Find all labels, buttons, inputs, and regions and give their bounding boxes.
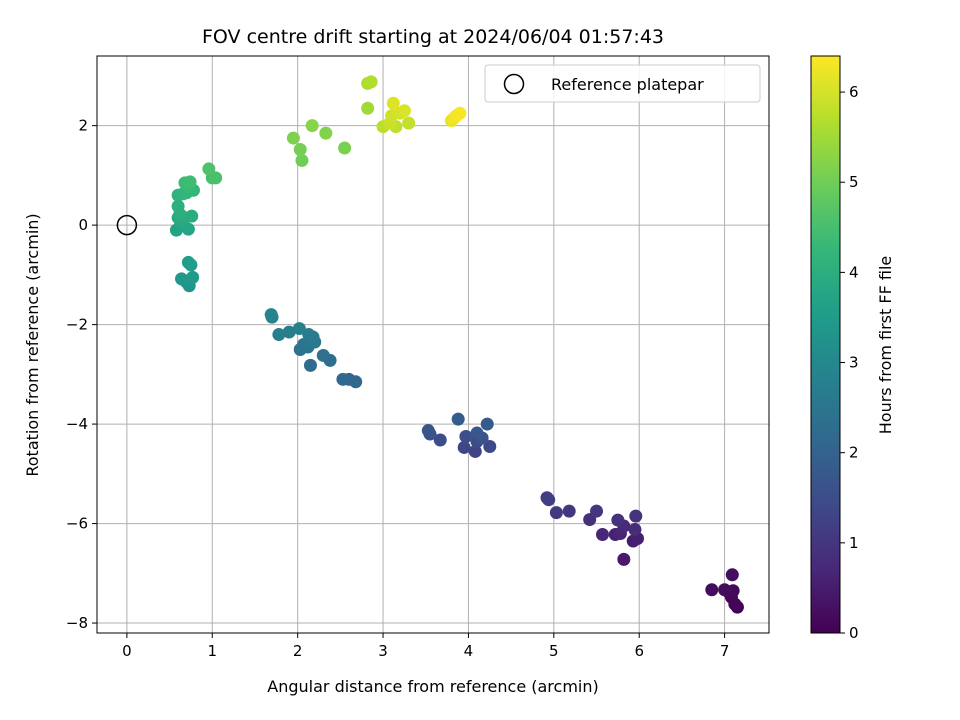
data-point [316,348,330,362]
data-points [169,75,744,614]
data-point [468,444,482,458]
data-point [549,506,563,520]
y-tick-label: 0 [78,216,88,234]
colorbar-tick-label: 0 [849,624,859,642]
data-point [282,325,296,339]
data-point [302,328,316,342]
data-point [183,175,197,189]
data-point [297,338,311,351]
data-point [718,583,732,597]
data-point [202,162,216,176]
data-point [725,568,739,582]
data-point [470,426,484,440]
data-point [286,131,300,145]
reference-platepar-marker [116,214,138,236]
x-tick-label: 6 [634,642,644,660]
colorbar-tick-label: 1 [849,534,859,552]
data-point [186,270,200,284]
data-point [295,153,309,167]
colorbar-tick-label: 3 [849,354,859,372]
data-point [386,96,400,110]
y-axis-label: Rotation from reference (arcmin) [23,213,42,476]
data-point [171,199,185,213]
legend-marker [503,73,525,95]
data-point [397,104,411,118]
data-point [185,209,199,223]
data-point [305,119,319,133]
data-point [562,504,576,518]
colorbar-frame [810,55,841,634]
colorbar-tick-label: 2 [849,444,859,462]
x-tick-label: 0 [122,642,132,660]
data-point [421,424,435,438]
data-point [181,255,195,269]
y-tick-label: −2 [66,316,88,334]
data-point [617,552,631,566]
data-point [349,375,363,389]
data-point [629,509,643,523]
data-point [272,328,286,342]
data-point [293,143,307,157]
colorbar-label: Hours from first FF file [876,256,895,435]
x-tick-label: 2 [293,642,303,660]
colorbar-gradient [811,56,840,633]
plot-frame [96,55,770,634]
x-tick-label: 5 [549,642,559,660]
y-axis-ticks: −8 −6 −4 −2 0 2 [66,117,97,632]
data-point [175,272,189,286]
data-point [209,171,223,185]
legend-label-reference: Reference platepar [551,75,704,94]
data-point [457,440,471,454]
data-point [402,116,416,130]
y-tick-label: 2 [78,117,88,135]
x-tick-label: 1 [207,642,217,660]
colorbar: 0 1 2 3 4 5 6 Hours from first FF file [810,55,895,642]
x-axis-ticks: 0 1 2 3 4 5 6 7 [122,633,729,660]
data-point [361,101,375,115]
colorbar-tick-label: 6 [849,83,859,101]
y-tick-label: −8 [66,614,88,632]
data-point [611,513,625,527]
data-point [292,322,306,336]
data-point [319,126,333,140]
data-point [264,308,278,322]
data-point [595,528,609,542]
x-axis-label: Angular distance from reference (arcmin) [267,677,598,696]
legend-box [484,64,761,103]
x-tick-label: 4 [464,642,474,660]
chart-title: FOV centre drift starting at 2024/06/04 … [202,26,664,48]
x-tick-label: 3 [378,642,388,660]
grid-lines [97,56,769,633]
data-point [336,372,350,386]
data-point [303,358,317,372]
data-point [451,412,465,426]
data-point [480,417,494,431]
colorbar-ticks: 0 1 2 3 4 5 6 [840,83,859,642]
y-tick-label: −4 [66,415,88,433]
data-point [453,106,467,120]
data-point [628,523,642,537]
data-point [364,75,378,89]
data-point [483,439,497,453]
legend: Reference platepar [484,64,761,103]
data-point [433,433,447,447]
y-tick-label: −6 [66,515,88,533]
data-point [338,141,352,155]
x-tick-label: 7 [720,642,730,660]
data-point [542,493,556,507]
data-point [705,583,719,597]
colorbar-tick-label: 5 [849,173,859,191]
colorbar-tick-label: 4 [849,263,859,281]
data-point [459,430,473,444]
data-point [590,504,604,518]
